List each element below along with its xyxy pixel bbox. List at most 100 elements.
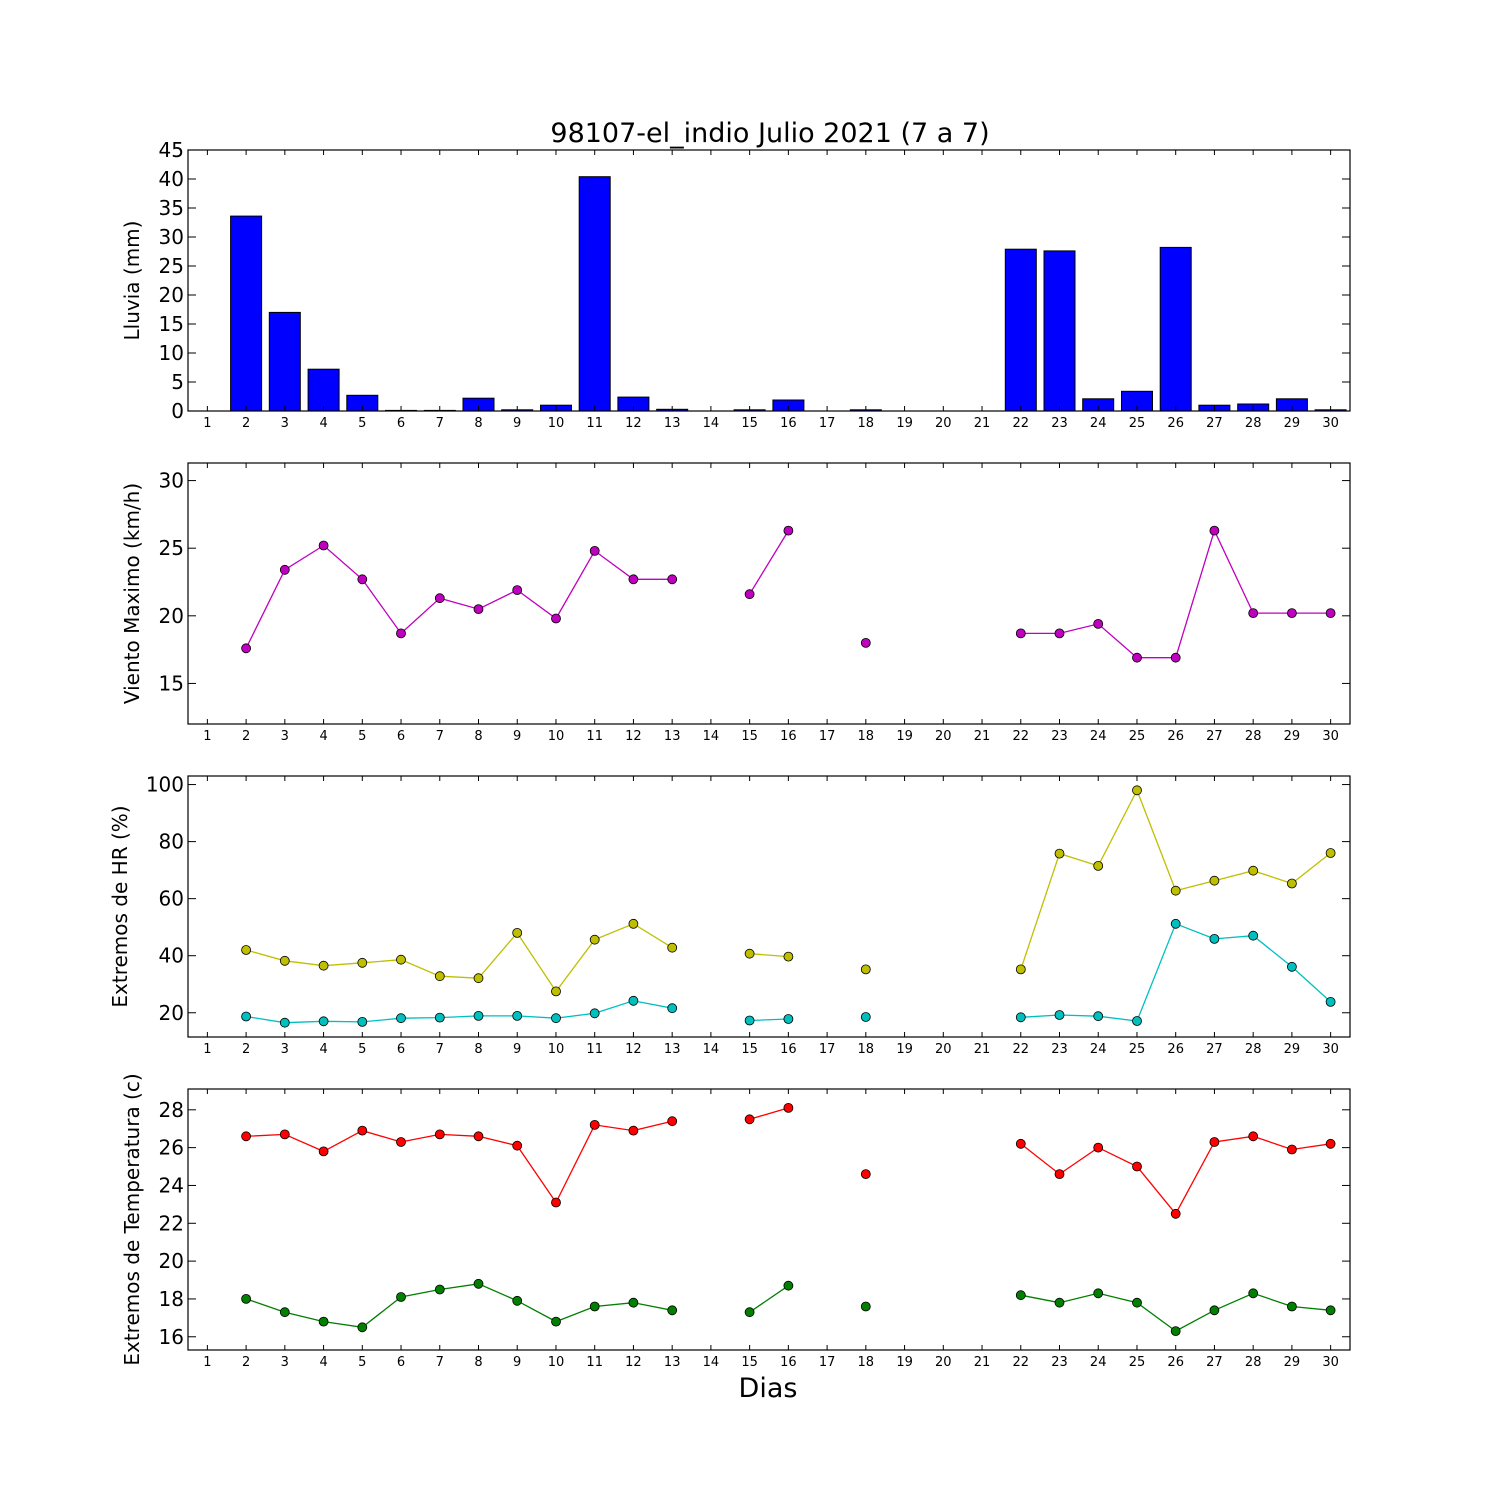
panel-2: 1 2 3 4 5 6 7 8 9 10 11 12 13 14 15 16 17 18 19 20 21 22 23 24 2… (120, 462, 1351, 744)
series-2-point-day-15 (744, 1307, 755, 1318)
x-tick-label: 5 (358, 729, 366, 744)
series-2-point-day-7 (434, 1284, 445, 1295)
series-2-point-day-23 (1054, 1010, 1065, 1020)
y-tick-label: 20 (159, 1249, 184, 1273)
series-1-point-day-2 (241, 1131, 252, 1142)
x-tick-label: 16 (780, 416, 797, 431)
axes-frame (187, 149, 1351, 412)
x-tick-label: 7 (436, 1355, 444, 1370)
panel-3: 1 2 3 4 5 6 7 8 9 10 11 12 13 14 15 16 17 18 19 20 21 22 23 24 2… (108, 773, 1351, 1057)
series-1-point-day-26 (1170, 885, 1181, 896)
x-tick-label: 16 (780, 1355, 797, 1370)
x-tick-label: 24 (1090, 729, 1107, 744)
x-tick-label: 1 (203, 1355, 211, 1370)
series-2-point-day-8 (473, 1278, 484, 1289)
series-1-point-day-16 (783, 951, 794, 962)
panel-1: 1 2 3 4 5 6 7 8 9 10 11 12 13 14 15 16 17 18 19 20 21 22 23 24 2… (120, 138, 1351, 431)
series-1-point-day-3 (279, 955, 290, 966)
series-2-point-day-13 (667, 1305, 678, 1316)
series-2-point-day-25 (1132, 1016, 1142, 1026)
x-tick-label: 23 (1051, 1355, 1068, 1370)
series-2-point-day-30 (1325, 1305, 1336, 1316)
y-axis-label: Extremos de Temperatura (c) (120, 1073, 144, 1365)
series-2-point-day-23 (1054, 1297, 1065, 1308)
x-tick-label: 4 (319, 416, 327, 431)
series-1-point-day-12 (628, 1125, 639, 1136)
series-1-point-day-15 (744, 1114, 755, 1125)
x-tick-label: 29 (1284, 1355, 1301, 1370)
series-1-point-day-13 (667, 942, 678, 953)
x-tick-label: 11 (586, 729, 603, 744)
series-2-point-day-11 (589, 1008, 600, 1019)
x-tick-label: 26 (1167, 416, 1184, 431)
y-tick-label: 0 (171, 399, 184, 423)
figure-title: 98107-el_indio Julio 2021 (7 a 7) (550, 118, 989, 149)
x-tick-label: 17 (819, 1042, 836, 1057)
series-2-point-day-6 (396, 1292, 406, 1302)
x-tick-label: 3 (281, 416, 289, 431)
x-tick-label: 18 (858, 1042, 875, 1057)
series-2-point-day-18 (860, 1301, 871, 1312)
series-1-point-day-11 (589, 934, 600, 945)
x-tick-label: 2 (242, 1355, 250, 1370)
x-tick-label: 15 (741, 1355, 758, 1370)
x-tick-label: 21 (974, 416, 991, 431)
x-tick-label: 15 (741, 416, 758, 431)
series-1-line-segment-2 (749, 1107, 789, 1120)
x-tick-label: 27 (1206, 416, 1223, 431)
series-1-point-day-18 (860, 638, 871, 648)
x-tick-label: 22 (1013, 1042, 1030, 1057)
x-tick-label: 12 (625, 729, 642, 744)
series-1-point-day-13 (667, 574, 678, 585)
series-1-point-day-4 (318, 1146, 329, 1157)
x-tick-label: 6 (397, 1042, 405, 1057)
x-tick-label: 30 (1322, 729, 1339, 744)
series-2-point-day-6 (396, 1013, 406, 1024)
series-1-point-day-16 (783, 1103, 794, 1113)
series-2-point-day-12 (628, 995, 639, 1006)
x-tick-label: 15 (741, 1042, 758, 1057)
x-tick-label: 10 (548, 1355, 565, 1370)
series-2-line-segment-1 (245, 1000, 673, 1024)
y-tick-label: 5 (171, 370, 184, 394)
y-tick-label: 30 (159, 225, 184, 249)
y-tick-label: 25 (159, 254, 184, 278)
x-tick-label: 16 (780, 729, 797, 744)
series-1-point-day-5 (357, 1125, 368, 1136)
panels: 1 2 3 4 5 6 7 8 9 10 11 12 13 14 15 16 17 18 19 20 21 22 23 24 2… (108, 138, 1351, 1370)
x-tick-label: 20 (935, 1042, 952, 1057)
series-1-point-day-30 (1325, 848, 1336, 858)
series-1-point-day-6 (396, 628, 406, 639)
x-tick-label: 19 (896, 416, 913, 431)
series-2-point-day-28 (1248, 930, 1259, 941)
x-tick-label: 4 (319, 1042, 327, 1057)
x-tick-label: 2 (242, 1042, 250, 1057)
x-tick-label: 27 (1206, 729, 1223, 744)
x-tick-label: 10 (548, 729, 565, 744)
series-2-point-day-8 (473, 1011, 484, 1021)
x-tick-label: 9 (513, 1355, 521, 1370)
series-1-point-day-29 (1287, 1144, 1297, 1155)
x-tick-label: 29 (1284, 1042, 1301, 1057)
series-1-point-day-2 (241, 945, 252, 955)
series-1-line-segment-1 (246, 1120, 673, 1204)
x-tick-label: 8 (474, 1355, 482, 1370)
y-tick-label: 40 (159, 944, 184, 968)
x-tick-label: 20 (935, 729, 952, 744)
x-tick-label: 25 (1129, 1042, 1146, 1057)
y-tick-label: 20 (159, 283, 184, 307)
y-tick-label: 45 (159, 138, 184, 162)
x-tick-label: 4 (319, 1355, 327, 1370)
series-1-point-day-28 (1248, 608, 1259, 618)
series-1-point-day-15 (744, 589, 755, 600)
y-axis-label: Lluvia (mm) (120, 221, 144, 341)
series-1-point-day-28 (1248, 1131, 1259, 1142)
y-tick-label: 15 (159, 671, 184, 695)
x-tick-label: 7 (436, 416, 444, 431)
x-tick-label: 5 (358, 1042, 366, 1057)
series-1-point-day-13 (667, 1116, 678, 1127)
series-1-point-day-5 (357, 574, 368, 585)
series-1-point-day-7 (434, 593, 445, 604)
